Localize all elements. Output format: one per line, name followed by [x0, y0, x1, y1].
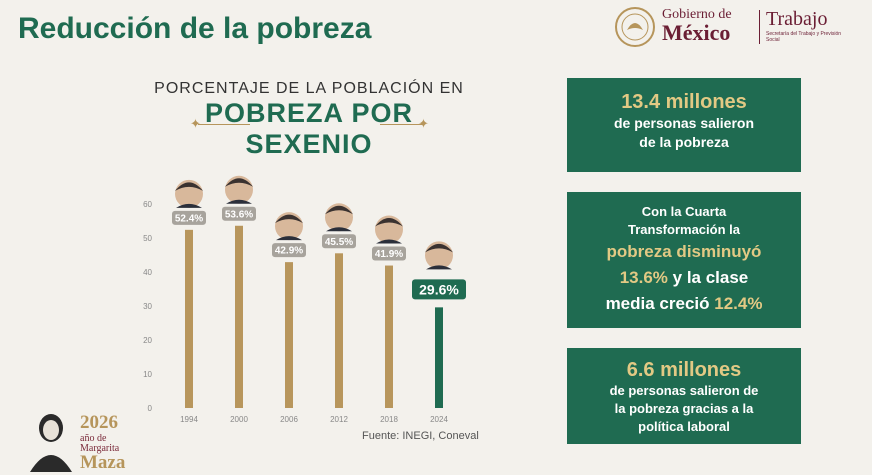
- page-title: Reducción de la pobreza: [18, 12, 372, 45]
- ornament-line-left: [198, 124, 250, 125]
- y-tick-label: 60: [143, 200, 152, 209]
- value-label-2006: 42.9%: [275, 246, 303, 257]
- box1-line1: de personas salieron: [613, 115, 755, 131]
- x-tick-label: 1994: [180, 415, 198, 424]
- x-tick-label: 2006: [280, 415, 298, 424]
- chart-source: Fuente: INEGI, Coneval: [362, 430, 479, 442]
- footer-line1: año de: [80, 433, 107, 444]
- bar-2012: [335, 253, 343, 408]
- footer-text: año de Margarita: [80, 434, 119, 454]
- bar-2000: [235, 225, 243, 408]
- trabajo-subtitle: Secretaría del Trabajo y Previsión Socia…: [766, 31, 842, 43]
- value-label-2000: 53.6%: [225, 209, 253, 220]
- value-label-bg: [412, 279, 466, 300]
- box2-mixed-line1: 13.6% y la clase: [567, 265, 801, 291]
- y-tick-label: 0: [148, 404, 153, 413]
- y-tick-label: 30: [143, 302, 152, 311]
- box2-line1: Con la Cuarta: [641, 204, 727, 219]
- logo-divider: [759, 10, 760, 44]
- y-tick-label: 20: [143, 336, 152, 345]
- footer-year: 2026: [80, 412, 118, 433]
- x-tick-label: 2012: [330, 415, 348, 424]
- gobierno-line2: México: [662, 20, 731, 45]
- x-tick-label: 2018: [380, 415, 398, 424]
- gobierno-logo: Gobierno de México Trabajo Secretaría de…: [614, 6, 854, 50]
- chart-heading-line3: SEXENIO: [245, 129, 373, 159]
- president-face-icon: [325, 203, 353, 232]
- x-tick-label: 2000: [230, 415, 248, 424]
- box2-poverty-percent: 13.6%: [619, 268, 668, 287]
- box1-highlight: 13.4 millones: [621, 91, 747, 113]
- bar-2018: [385, 265, 393, 408]
- trabajo-name: Trabajo: [766, 8, 828, 30]
- value-label-2018: 41.9%: [375, 249, 403, 260]
- box2-mixed-text2: media creció: [605, 294, 715, 313]
- value-label-bg: [322, 234, 356, 249]
- poverty-bar-chart: 0 10 20 30 40 50 60 52.4% 53.6% 42.9% 45.5% 41.9% 2…: [143, 175, 466, 424]
- info-box-cuarta-transformacion: Con la Cuarta Transformación la pobreza …: [567, 192, 801, 328]
- ornament-line-right: [380, 124, 424, 125]
- eagle-seal-icon: [615, 7, 655, 47]
- ornament-star-right-icon: ✦: [418, 116, 429, 131]
- info-box-millions-out: 13.4 millones de personas salieron de la…: [567, 78, 801, 172]
- president-face-icon: [425, 241, 453, 270]
- president-face-icon: [225, 175, 253, 204]
- y-tick-label: 50: [143, 234, 152, 243]
- y-axis: 0 10 20 30 40 50 60: [143, 200, 152, 413]
- footer-logo: 2026 año de Margarita Maza: [26, 410, 136, 473]
- margarita-maza-portrait-icon: [30, 414, 72, 472]
- chart-heading-main: POBREZA POR SEXENIO: [150, 98, 468, 160]
- president-face-icon: [375, 215, 403, 244]
- value-labels: 52.4% 53.6% 42.9% 45.5% 41.9% 29.6%: [172, 206, 466, 300]
- value-label-2012: 45.5%: [325, 237, 353, 248]
- value-label-bg: [172, 210, 206, 225]
- box2-middleclass-percent: 12.4%: [714, 294, 763, 313]
- box2-highlight: pobreza disminuyó: [606, 242, 762, 261]
- bars: [185, 225, 443, 408]
- chart-heading-line1: PORCENTAJE DE LA POBLACIÓN EN: [154, 80, 464, 97]
- footer-line2: Margarita: [80, 443, 120, 454]
- value-label-bg: [372, 246, 406, 261]
- y-tick-label: 10: [143, 370, 152, 379]
- chart-heading-line2: POBREZA POR: [204, 98, 413, 128]
- box3-line2: la pobreza gracias a la: [614, 401, 754, 416]
- footer-maza: Maza: [80, 452, 126, 473]
- box2-mixed-line2: media creció 12.4%: [567, 291, 801, 317]
- bar-2006: [285, 262, 293, 408]
- box2-line2: Transformación la: [628, 222, 740, 237]
- ornament-star-left-icon: ✦: [190, 116, 201, 131]
- president-face-icon: [175, 179, 203, 208]
- y-tick-label: 40: [143, 268, 152, 277]
- president-face-icon: [275, 212, 303, 241]
- president-portraits: [175, 175, 453, 270]
- box3-line1: de personas salieron de: [609, 383, 759, 398]
- info-box-labor-policy: 6.6 millones de personas salieron de la …: [567, 348, 801, 444]
- value-label-bg: [272, 243, 306, 258]
- box3-highlight: 6.6 millones: [626, 359, 742, 381]
- box2-mixed-text1: y la clase: [667, 268, 749, 287]
- value-label-1994: 52.4%: [175, 213, 203, 224]
- bar-2024: [435, 307, 443, 408]
- gobierno-line1: Gobierno de: [662, 7, 732, 22]
- box3-line3: política laboral: [638, 419, 730, 434]
- value-label-bg: [222, 206, 256, 221]
- value-label-2024: 29.6%: [419, 281, 459, 297]
- x-axis: 1994 2000 2006 2012 2018 2024: [180, 415, 448, 424]
- bar-1994: [185, 229, 193, 408]
- box1-line2: de la pobreza: [639, 134, 729, 150]
- x-tick-label: 2024: [430, 415, 448, 424]
